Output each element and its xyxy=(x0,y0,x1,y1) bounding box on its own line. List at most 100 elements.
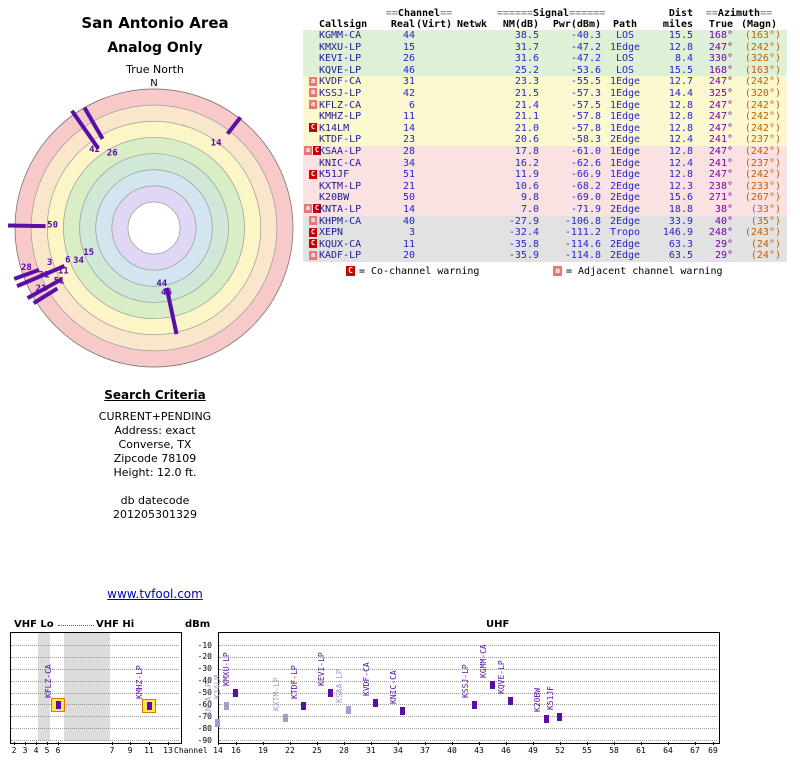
cell-path: 2Edge xyxy=(609,192,641,204)
channel-tick-label: 2 xyxy=(11,746,17,755)
cell-pwr-dbm: -106.8 xyxy=(564,215,601,227)
db-datecode-value: 201205301329 xyxy=(113,508,197,521)
warning-markers xyxy=(303,30,319,42)
channel-tick xyxy=(236,742,237,745)
cell-network xyxy=(453,111,491,123)
cell-magnetic-azimuth: (237°) xyxy=(744,134,781,146)
cell-virt-channel xyxy=(415,227,453,239)
cell-pwr-dbm: -66.9 xyxy=(570,169,601,181)
cell-magnetic-azimuth: (320°) xyxy=(744,87,781,99)
grid-line xyxy=(11,668,179,670)
header-azimuth-group: ==Azimuth== xyxy=(705,8,773,19)
cell-real-channel: 42 xyxy=(402,87,415,99)
cell-callsign: KMHZ-LP xyxy=(319,111,362,123)
cell-magnetic-azimuth: (24°) xyxy=(750,250,781,262)
cell-path: 1Edge xyxy=(609,87,641,99)
cell-real-channel: 28 xyxy=(402,145,415,157)
warning-markers xyxy=(303,111,319,123)
cell-network xyxy=(453,65,491,77)
cell-network xyxy=(453,181,491,193)
cell-miles: 15.5 xyxy=(668,64,693,76)
table-row: KQVE-LP 46 25.2 -53.6 LOS 15.5 168° (163°) xyxy=(303,64,787,77)
cell-path: LOS xyxy=(615,30,635,41)
adjacent-warning-badge: a xyxy=(304,146,312,156)
cell-magnetic-azimuth: (242°) xyxy=(744,169,781,181)
cell-pwr-dbm: -47.2 xyxy=(570,41,601,53)
channel-tick xyxy=(112,742,113,745)
warning-markers xyxy=(303,158,319,170)
table-row: KMHZ-LP 11 21.1 -57.8 1Edge 12.8 247° (242°) xyxy=(303,111,787,123)
grid-line xyxy=(11,656,179,658)
channel-tick-label: 6 xyxy=(55,746,61,755)
cell-true-azimuth: 38° xyxy=(714,203,733,215)
cell-path: 1Edge xyxy=(609,157,641,169)
cell-nm-db: -35.9 xyxy=(508,250,539,262)
channel-axis-label: Channel xyxy=(174,746,208,755)
cell-magnetic-azimuth: (242°) xyxy=(744,76,781,88)
co-channel-warning-badge: C xyxy=(309,227,317,237)
channel-tick-label: 3 xyxy=(22,746,28,755)
cell-nm-db: 21.5 xyxy=(514,87,539,99)
plot-channel-label: 6 xyxy=(65,255,70,265)
grid-line xyxy=(11,740,179,741)
adjacent-channel-warning-badge: a xyxy=(553,266,562,276)
azimuth-bar xyxy=(13,267,40,281)
cell-nm-db: 21.4 xyxy=(514,99,539,111)
adjacent-warning-badge: a xyxy=(309,88,317,98)
azimuth-bar xyxy=(26,277,63,300)
search-criteria-heading: Search Criteria xyxy=(104,388,206,402)
cell-pwr-dbm: -71.9 xyxy=(570,203,601,215)
cell-miles: 14.4 xyxy=(668,87,693,99)
cell-callsign: KADF-LP xyxy=(319,250,362,262)
cell-virt-channel xyxy=(415,123,453,135)
cell-nm-db: 9.8 xyxy=(520,192,539,204)
uhf-band-label: UHF xyxy=(486,619,510,630)
legend-adjacent-channel: a = Adjacent channel warning xyxy=(552,266,723,277)
cell-network xyxy=(453,146,491,158)
tvfool-link[interactable]: www.tvfool.com xyxy=(107,587,203,601)
cell-nm-db: 38.5 xyxy=(514,30,539,41)
station-bar xyxy=(328,689,333,698)
channel-tick xyxy=(344,742,345,745)
plot-channel-label: 26 xyxy=(107,149,118,159)
channel-tick xyxy=(713,742,714,745)
table-row: KTDF-LP 23 20.6 -58.3 2Edge 12.4 241° (237°) xyxy=(303,134,787,146)
station-label: KQVE-LP xyxy=(496,660,506,694)
cell-true-azimuth: 248° xyxy=(708,227,733,239)
channel-tick xyxy=(425,742,426,745)
cell-network xyxy=(453,123,491,135)
warning-markers xyxy=(303,181,319,193)
station-bar xyxy=(544,715,549,724)
co-channel-warning-badge: C xyxy=(309,169,317,179)
cell-magnetic-azimuth: (163°) xyxy=(744,30,781,41)
cell-real-channel: 15 xyxy=(402,41,415,53)
plot-channel-label: 34 xyxy=(73,256,84,266)
cell-real-channel: 14 xyxy=(402,203,415,215)
cell-real-channel: 51 xyxy=(402,169,415,181)
channel-tick xyxy=(668,742,669,745)
spectrum-gap-band xyxy=(38,633,50,741)
station-bar xyxy=(224,701,229,710)
station-label: K51JF xyxy=(545,685,555,710)
cell-pwr-dbm: -47.2 xyxy=(570,53,601,65)
cell-pwr-dbm: -61.0 xyxy=(570,145,601,157)
cell-pwr-dbm: -114.8 xyxy=(564,250,601,262)
cell-callsign: K51JF xyxy=(319,169,350,181)
cell-pwr-dbm: -114.6 xyxy=(564,238,601,250)
plot-channel-label: 11 xyxy=(58,266,69,276)
signal-table-body: KGMM-CA 44 38.5 -40.3 LOS 15.5 168° (163°) KMXU-… xyxy=(303,30,787,262)
search-criteria-line: Converse, TX xyxy=(118,438,192,451)
search-criteria-line: CURRENT+PENDING xyxy=(98,410,212,423)
channel-tick xyxy=(506,742,507,745)
search-criteria-line: Height: 12.0 ft. xyxy=(113,466,197,479)
cell-path: 2Edge xyxy=(609,215,641,227)
co-channel-warning-badge: C xyxy=(309,123,317,133)
channel-tick xyxy=(479,742,480,745)
cell-path: 2Edge xyxy=(609,180,641,192)
channel-tick xyxy=(58,742,59,745)
cell-true-azimuth: 241° xyxy=(708,157,733,169)
channel-tick-label: 13 xyxy=(163,746,173,755)
channel-tick xyxy=(263,742,264,745)
cell-miles: 12.8 xyxy=(668,41,693,53)
